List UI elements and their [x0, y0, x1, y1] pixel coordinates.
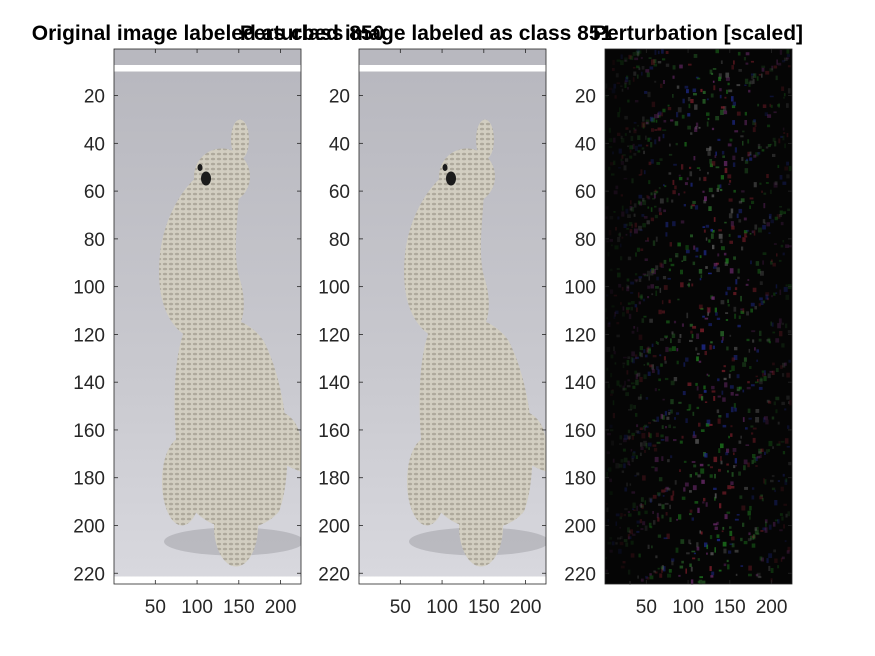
y-tick-label: 180 [318, 469, 350, 490]
x-tick-label: 200 [265, 597, 297, 618]
y-tick-label: 200 [73, 516, 105, 537]
y-tick-label: 120 [564, 325, 596, 346]
y-tick-label: 160 [73, 421, 105, 442]
x-tick-label: 150 [714, 597, 746, 618]
x-tick-label: 100 [181, 597, 213, 618]
y-tick-label: 80 [84, 230, 105, 251]
toy-image [359, 71, 546, 577]
y-tick-label: 200 [318, 516, 350, 537]
y-tick-label: 60 [329, 182, 350, 203]
y-tick-label: 220 [564, 564, 596, 585]
y-tick-label: 20 [329, 87, 350, 108]
axes-frame [113, 48, 302, 585]
y-tick-label: 40 [329, 134, 350, 155]
subplot-3: 20 40 60 80 100 120 140 160 180 200 220 50 100 150 200 [564, 48, 793, 618]
y-tick-label: 100 [318, 278, 350, 299]
y-tick-label: 120 [73, 325, 105, 346]
subplot-title: Perturbed image labeled as class 851 [240, 22, 613, 45]
axes-frame [358, 48, 547, 585]
image-top-strip [359, 49, 546, 65]
x-tick-label: 200 [756, 597, 788, 618]
y-tick-label: 20 [84, 87, 105, 108]
y-tick-label: 60 [575, 182, 596, 203]
y-tick-label: 180 [73, 469, 105, 490]
y-tick-label: 100 [564, 278, 596, 299]
x-tick-label: 50 [390, 597, 411, 618]
y-tick-label: 180 [564, 469, 596, 490]
y-tick-label: 60 [84, 182, 105, 203]
y-tick-label: 140 [564, 373, 596, 394]
noise-pattern [605, 49, 793, 585]
x-tick-label: 100 [426, 597, 458, 618]
y-tick-label: 160 [564, 421, 596, 442]
y-tick-label: 140 [73, 373, 105, 394]
y-tick-label: 220 [73, 564, 105, 585]
y-tick-label: 80 [575, 230, 596, 251]
y-tick-label: 220 [318, 564, 350, 585]
noise-image-background [605, 49, 792, 584]
subplot-title: Original image labeled as class 850 [32, 22, 385, 45]
toy-image [114, 71, 301, 577]
y-tick-label: 160 [318, 421, 350, 442]
axes-frame [604, 48, 793, 585]
x-tick-label: 100 [672, 597, 704, 618]
y-tick-label: 200 [564, 516, 596, 537]
y-tick-label: 20 [575, 87, 596, 108]
y-tick-label: 100 [73, 278, 105, 299]
x-tick-label: 50 [145, 597, 166, 618]
y-tick-label: 80 [329, 230, 350, 251]
x-tick-label: 150 [468, 597, 500, 618]
y-tick-label: 140 [318, 373, 350, 394]
y-tick-label: 40 [84, 134, 105, 155]
image-top-strip [114, 49, 301, 65]
y-tick-label: 120 [318, 325, 350, 346]
x-tick-label: 200 [510, 597, 542, 618]
subplot-1: 20 40 60 80 100 120 140 160 180 200 220 50 100 150 200 [73, 48, 302, 618]
y-tick-label: 40 [575, 134, 596, 155]
subplot-title: Perturbation [scaled] [593, 22, 803, 45]
subplot-2: 20 40 60 80 100 120 140 160 180 200 220 50 100 150 200 [318, 48, 547, 618]
x-tick-label: 150 [223, 597, 255, 618]
x-tick-label: 50 [636, 597, 657, 618]
